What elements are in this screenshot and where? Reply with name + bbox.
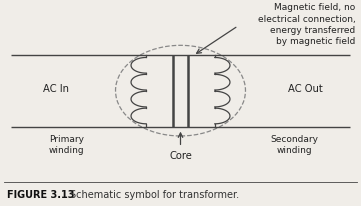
Text: Core: Core: [169, 151, 192, 162]
Text: Schematic symbol for transformer.: Schematic symbol for transformer.: [70, 190, 239, 200]
Text: FIGURE 3.13: FIGURE 3.13: [7, 190, 75, 200]
Text: Magnetic field, no
electrical connection,
energy transferred
by magnetic field: Magnetic field, no electrical connection…: [258, 3, 356, 46]
Text: AC Out: AC Out: [288, 84, 322, 94]
Text: Secondary
winding: Secondary winding: [270, 135, 318, 156]
Text: AC In: AC In: [43, 84, 69, 94]
Text: Primary
winding: Primary winding: [49, 135, 84, 156]
